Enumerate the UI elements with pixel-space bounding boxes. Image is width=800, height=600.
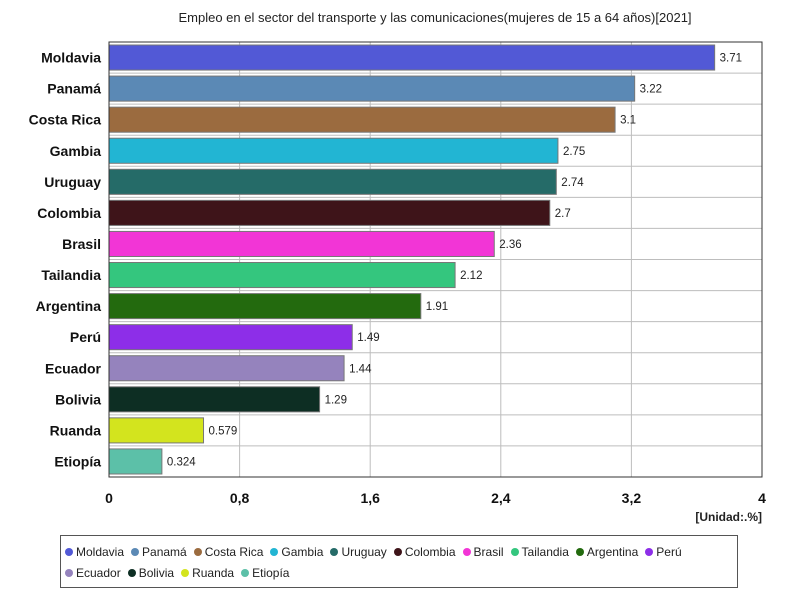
- category-label: Tailandia: [41, 267, 101, 283]
- legend-item: Perú: [645, 542, 682, 563]
- legend-marker: [193, 548, 202, 556]
- bar: [108, 355, 345, 382]
- data-label: 2.7: [555, 208, 571, 220]
- legend-item: Colombia: [393, 542, 456, 563]
- bar: [108, 417, 205, 444]
- data-label: 2.74: [561, 177, 584, 189]
- legend-marker: [270, 548, 279, 556]
- category-label: Ruanda: [50, 422, 102, 438]
- legend-label: Ecuador: [76, 566, 121, 580]
- bar: [108, 137, 559, 164]
- legend-item: Argentina: [575, 542, 639, 563]
- legend-label: Ruanda: [192, 566, 235, 580]
- bar: [108, 168, 557, 195]
- legend-item: Ruanda: [181, 563, 234, 584]
- bar: [108, 230, 495, 258]
- bar: [108, 448, 163, 475]
- bar: [108, 324, 353, 351]
- legend-item: Panamá: [131, 542, 187, 563]
- legend-marker: [510, 548, 519, 556]
- legend-marker: [65, 548, 73, 556]
- bar: [108, 386, 321, 413]
- legend-item: Ecuador: [65, 563, 121, 584]
- legend-label: Argentina: [586, 545, 639, 559]
- legend-item: Etiopía: [241, 563, 289, 584]
- unit-label: [Unidad:.%]: [695, 510, 762, 524]
- legend-marker: [645, 548, 654, 556]
- data-label: 2.12: [460, 270, 482, 282]
- legend-label: Moldavia: [76, 545, 125, 559]
- bars: [108, 44, 716, 475]
- legend-marker: [241, 569, 250, 577]
- category-label: Brasil: [62, 236, 101, 252]
- bar: [108, 106, 616, 133]
- legend-label: Brasil: [473, 545, 504, 559]
- data-label: 3.71: [720, 53, 742, 65]
- legend-marker: [330, 548, 339, 556]
- data-label: 3.1: [620, 115, 636, 127]
- data-label: 0.324: [167, 456, 196, 468]
- category-label: Gambia: [50, 143, 102, 159]
- bar: [108, 293, 422, 320]
- legend-marker: [127, 569, 136, 577]
- data-label: 1.49: [357, 332, 379, 344]
- category-label: Panamá: [47, 81, 101, 97]
- category-label: Argentina: [36, 298, 102, 314]
- legend-marker: [131, 548, 140, 556]
- legend-marker: [575, 548, 584, 556]
- chart-title: Empleo en el sector del transporte y las…: [178, 10, 692, 25]
- category-label: Moldavia: [41, 50, 101, 66]
- x-tick-label: 0: [105, 490, 113, 506]
- category-label: Perú: [70, 329, 101, 345]
- legend-item: Gambia: [270, 542, 323, 563]
- data-label: 1.91: [426, 301, 448, 313]
- legend-marker: [462, 548, 471, 556]
- data-label: 2.75: [563, 146, 585, 158]
- legend-label: Etiopía: [252, 566, 290, 580]
- data-label: 1.44: [349, 363, 372, 375]
- x-tick-label: 1,6: [360, 490, 380, 506]
- category-label: Colombia: [37, 205, 101, 221]
- category-label: Costa Rica: [29, 112, 102, 128]
- legend-item: Costa Rica: [193, 542, 264, 563]
- legend-label: Tailandia: [521, 545, 569, 559]
- bar: [108, 262, 456, 289]
- legend-item: Bolivia: [127, 563, 175, 584]
- labels: 0 0,8 1,6 2,4 3,2 4 Moldavia 3.71 Panamá 3.22 Cost…: [29, 50, 766, 506]
- legend-item: Brasil: [462, 542, 504, 563]
- data-label: 1.29: [325, 394, 347, 406]
- category-label: Uruguay: [44, 174, 101, 190]
- data-label: 3.22: [640, 84, 662, 96]
- x-tick-label: 4: [758, 490, 766, 506]
- data-label: 0.579: [209, 425, 238, 437]
- legend-item: Moldavia: [65, 542, 124, 563]
- legend-marker: [181, 569, 190, 577]
- category-label: Bolivia: [55, 391, 101, 407]
- legend-marker: [65, 569, 73, 577]
- legend-label: Perú: [656, 545, 682, 559]
- legend-label: Gambia: [281, 545, 324, 559]
- legend-label: Costa Rica: [204, 545, 264, 559]
- x-tick-label: 3,2: [622, 490, 642, 506]
- plot-frame: [108, 41, 763, 478]
- grid-lines: [108, 42, 763, 477]
- legend-marker: [393, 548, 402, 556]
- bar: [108, 75, 636, 102]
- legend-label: Colombia: [404, 545, 456, 559]
- category-label: Etiopía: [54, 453, 101, 469]
- bar: [108, 44, 716, 71]
- x-tick-label: 0,8: [230, 490, 250, 506]
- x-tick-label: 2,4: [491, 490, 511, 506]
- legend-item: Uruguay: [330, 542, 387, 563]
- bar: [108, 199, 551, 226]
- category-label: Ecuador: [45, 360, 102, 376]
- legend-label: Uruguay: [341, 545, 387, 559]
- data-label: 2.36: [499, 239, 521, 251]
- legend-label: Panamá: [142, 545, 187, 559]
- legend: Moldavia Panamá Costa Rica Gambia Uruguay Col…: [60, 535, 738, 588]
- legend-item: Tailandia: [510, 542, 569, 563]
- legend-label: Bolivia: [138, 566, 175, 580]
